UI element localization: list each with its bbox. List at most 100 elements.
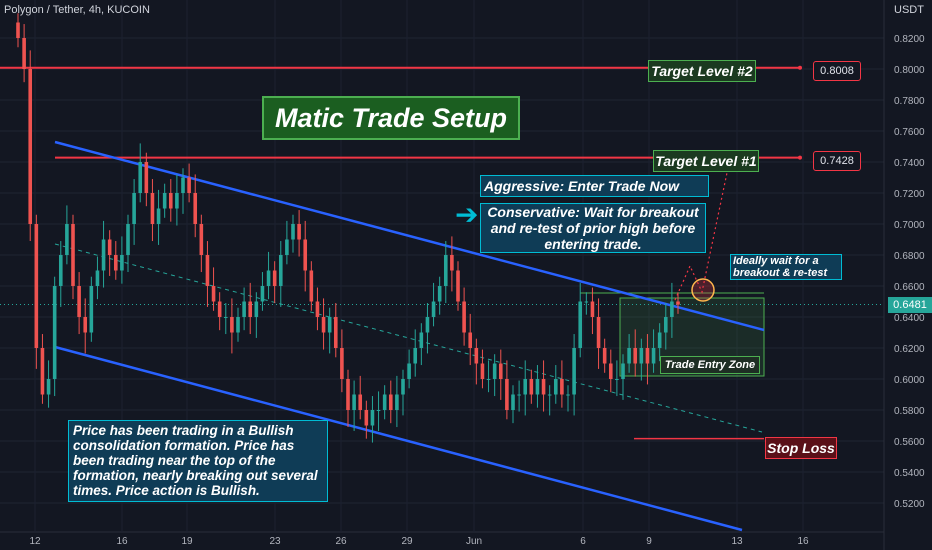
candle-body (474, 348, 479, 364)
candle-body (71, 224, 75, 286)
x-tick-label: 6 (580, 536, 586, 547)
candle-body (560, 379, 564, 395)
candle-body (602, 348, 607, 364)
candle-body (156, 208, 161, 224)
candle-body (370, 410, 375, 426)
candle-body (101, 239, 106, 271)
x-tick-label: 19 (181, 536, 193, 547)
candle-body (120, 255, 124, 271)
candle-body (58, 255, 63, 286)
candle-body (462, 301, 466, 333)
candle-body (254, 301, 259, 317)
candle-body (46, 379, 51, 395)
candle-body (260, 286, 265, 302)
y-tick-label: 0.8000 (894, 65, 925, 76)
candle-body (333, 317, 338, 348)
candle-body (242, 301, 246, 317)
candle-body (553, 379, 558, 395)
candle-body (132, 193, 136, 224)
candle-body (645, 348, 650, 364)
candle-body (651, 348, 656, 364)
candle-body (395, 394, 399, 410)
candle-body (187, 177, 191, 193)
y-tick-label: 0.8200 (894, 34, 925, 45)
x-tick-label: 13 (731, 536, 743, 547)
candle-body (352, 394, 356, 410)
candle-body (388, 394, 393, 410)
y-tick-label: 0.7600 (894, 127, 925, 138)
candle-body (77, 286, 81, 317)
candle-body (407, 363, 411, 379)
candle-body (663, 317, 668, 333)
channel-upper-line (54, 140, 765, 332)
target-1-point (798, 155, 802, 160)
candle-body (425, 317, 430, 333)
candle-body (615, 379, 619, 380)
candle-body (303, 239, 308, 271)
candle-body (22, 38, 26, 69)
channel-lower-line (54, 345, 743, 532)
target-2-price-badge: 0.8008 (813, 61, 861, 81)
candle-body (65, 224, 69, 255)
candle-body (266, 270, 271, 286)
candle-body (492, 363, 497, 379)
candle-body (541, 379, 546, 395)
candle-body (107, 239, 112, 255)
candle-body (450, 255, 454, 271)
target-2-point (798, 65, 802, 70)
candle-body (584, 301, 589, 303)
candle-body (28, 69, 33, 224)
candle-body (126, 224, 130, 255)
ideal-retest-note: Ideally wait for a breakout & re-test (730, 254, 842, 280)
candle-body (150, 193, 155, 224)
candle-body (382, 394, 387, 410)
candle-body (480, 363, 485, 379)
candle-body (419, 332, 424, 348)
candle-body (236, 317, 240, 333)
candle-body (291, 224, 295, 240)
conservative-note: Conservative: Wait for breakout and re-t… (480, 203, 706, 253)
candle-body (340, 348, 344, 379)
candle-body (456, 270, 460, 302)
x-tick-label: 23 (269, 536, 281, 547)
candle-body (193, 193, 198, 224)
candle-body (205, 255, 210, 286)
candle-body (315, 301, 320, 317)
x-tick-label: 16 (116, 536, 128, 547)
candle-body (431, 301, 436, 317)
candle-body (248, 301, 253, 317)
candle-body (566, 394, 570, 396)
y-tick-label: 0.6000 (894, 375, 925, 386)
candle-body (670, 301, 674, 317)
candle-body (657, 332, 662, 348)
candle-body (95, 270, 100, 286)
target-level-1-label: Target Level #1 (653, 150, 759, 172)
candle-body (437, 286, 442, 302)
candle-body (162, 193, 167, 209)
candle-body (572, 348, 576, 395)
target-1-price-badge: 0.7428 (813, 151, 861, 171)
x-tick-label: 26 (335, 536, 347, 547)
candle-body (486, 379, 491, 380)
arrow-right-icon: ➔ (455, 198, 479, 231)
candle-body (321, 317, 326, 333)
x-tick-label: 29 (401, 536, 413, 547)
candle-body (168, 193, 173, 209)
candle-body (443, 255, 448, 286)
candle-body (199, 224, 204, 255)
trade-setup-title: Matic Trade Setup (262, 96, 520, 140)
candle-body (113, 255, 118, 271)
channel-mid-line (54, 243, 763, 433)
consolidation-note: Price has been trading in a Bullish cons… (68, 420, 328, 502)
candle-body (144, 162, 149, 193)
candle-body (468, 332, 473, 348)
candle-body (278, 255, 283, 286)
candle-body (413, 348, 418, 364)
candle-body (633, 348, 638, 364)
candle-body (358, 394, 363, 410)
symbol-title: Polygon / Tether, 4h, KUCOIN (4, 4, 150, 16)
candle-body (596, 317, 601, 348)
y-tick-label: 0.6600 (894, 282, 925, 293)
candle-body (364, 410, 369, 426)
y-tick-label: 0.7000 (894, 220, 925, 231)
